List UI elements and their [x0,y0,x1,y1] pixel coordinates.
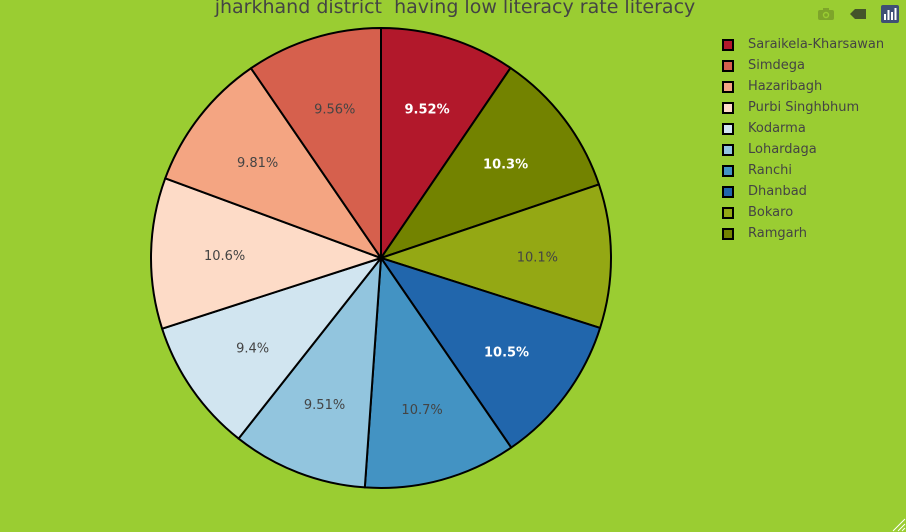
slice-label: 10.7% [401,403,442,418]
chart-title: jharkhand district having low literacy r… [214,0,696,18]
pie-slice-ramgarh[interactable] [380,66,600,259]
pie-slice-hazaribagh[interactable] [164,67,382,259]
pie-slice-kodarma[interactable] [161,257,382,440]
legend-item[interactable]: Lohardaga [722,139,884,160]
legend-label: Simdega [748,58,805,73]
pie-slice-simdega[interactable] [250,27,382,259]
slice-label: 10.5% [484,345,529,360]
legend-swatch [722,206,734,219]
slice-label: 9.4% [236,341,269,356]
legend-label: Dhanbad [748,184,807,199]
legend-item[interactable]: Purbi Singhbhum [722,97,884,118]
camera-icon[interactable] [816,5,836,23]
tag-icon[interactable] [848,5,868,23]
pie-slice-ranchi[interactable] [363,257,513,489]
pie-slice-dhanbad[interactable] [380,257,602,449]
modebar [816,4,900,24]
slice-label: 10.6% [204,249,245,264]
legend-swatch [722,227,734,240]
slice-label: 9.51% [304,398,345,413]
resize-handle-icon[interactable] [890,516,906,532]
legend-item[interactable]: Dhanbad [722,181,884,202]
legend-label: Ranchi [748,163,792,178]
legend: Saraikela-Kharsawan Simdega Hazaribagh Purb… [722,34,884,244]
slice-label: 9.52% [405,103,450,118]
legend-item[interactable]: Hazaribagh [722,76,884,97]
legend-swatch [722,164,734,177]
legend-swatch [722,185,734,198]
legend-item[interactable]: Kodarma [722,118,884,139]
legend-swatch [722,143,734,156]
slice-label: 9.56% [314,103,355,118]
legend-swatch [722,38,734,51]
legend-swatch [722,80,734,93]
legend-label: Purbi Singhbhum [748,100,860,115]
legend-label: Ramgarh [748,226,807,241]
legend-label: Kodarma [748,121,806,136]
slice-label: 9.81% [237,156,278,171]
legend-label: Bokaro [748,205,794,220]
legend-item[interactable]: Bokaro [722,202,884,223]
legend-label: Saraikela-Kharsawan [748,37,885,52]
legend-item[interactable]: Ramgarh [722,223,884,244]
legend-label: Lohardaga [748,142,817,157]
slice-label: 10.3% [483,157,528,172]
slice-label: 10.1% [517,251,558,266]
legend-swatch [722,59,734,72]
legend-item[interactable]: Simdega [722,55,884,76]
plotly-logo-icon[interactable] [880,5,900,23]
legend-item[interactable]: Saraikela-Kharsawan [722,34,884,55]
pie-slice-purbi-singhbhum[interactable] [150,177,382,330]
pie-slice-bokaro[interactable] [380,183,612,329]
legend-item[interactable]: Ranchi [722,160,884,181]
legend-label: Hazaribagh [748,79,823,94]
legend-swatch [722,101,734,114]
pie-slice-lohardaga[interactable] [237,257,382,489]
pie-slice-saraikela-kharsawan[interactable] [380,27,512,259]
legend-swatch [722,122,734,135]
